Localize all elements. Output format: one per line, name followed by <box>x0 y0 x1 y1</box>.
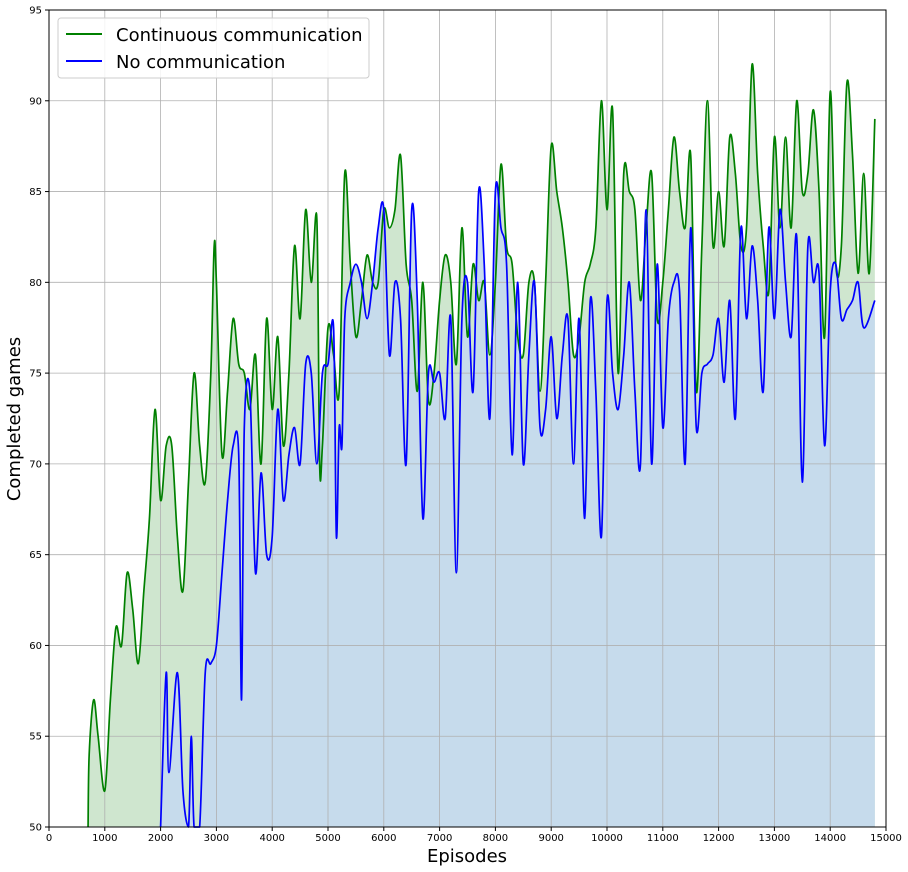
x-tick-label: 6000 <box>371 833 396 844</box>
x-axis-ticks: 0 1000 2000 3000 4000 5000 6000 7000 8000 9000 100… <box>46 827 902 844</box>
x-tick-label: 15000 <box>870 833 902 844</box>
plot-frame <box>48 9 887 828</box>
x-tick-label: 12000 <box>703 833 735 844</box>
x-tick-label: 7000 <box>427 833 452 844</box>
x-tick-label: 4000 <box>259 833 284 844</box>
y-tick-label: 95 <box>29 6 42 17</box>
y-tick-label: 85 <box>29 187 42 198</box>
x-tick-label: 13000 <box>758 833 790 844</box>
x-tick-label: 5000 <box>315 833 340 844</box>
series-fills <box>88 63 875 828</box>
legend: Continuous communication No communicatio… <box>57 17 370 79</box>
x-tick-label: 0 <box>46 833 52 844</box>
x-tick-label: 3000 <box>204 833 229 844</box>
y-tick-label: 75 <box>29 369 42 380</box>
y-tick-label: 80 <box>29 278 42 289</box>
y-axis-ticks: 50 55 60 65 70 75 80 85 90 95 <box>29 6 49 834</box>
x-tick-label: 2000 <box>148 833 173 844</box>
x-tick-label: 8000 <box>483 833 508 844</box>
x-tick-label: 11000 <box>647 833 679 844</box>
x-tick-label: 14000 <box>814 833 846 844</box>
x-axis-title: Episodes <box>427 846 507 867</box>
y-tick-label: 90 <box>29 96 42 107</box>
x-tick-label: 9000 <box>538 833 563 844</box>
y-tick-label: 55 <box>29 732 42 743</box>
x-tick-label: 10000 <box>591 833 623 844</box>
y-tick-label: 65 <box>29 550 42 561</box>
legend-box <box>57 17 370 79</box>
series-line-1 <box>159 181 876 828</box>
y-tick-label: 50 <box>29 823 42 834</box>
series-lines <box>87 63 876 828</box>
y-tick-label: 70 <box>29 459 42 470</box>
y-axis-title: Completed games <box>4 337 25 501</box>
legend-label-continuous: Continuous communication <box>116 25 363 46</box>
legend-label-no-communication: No communication <box>116 52 285 73</box>
series-area-1 <box>160 181 875 828</box>
y-tick-label: 60 <box>29 641 42 652</box>
x-tick-label: 1000 <box>92 833 117 844</box>
